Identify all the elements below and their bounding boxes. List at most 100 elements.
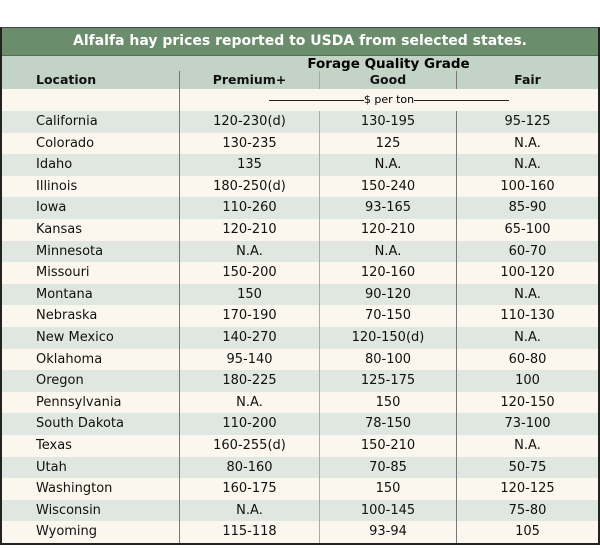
fair-cell: 50-75 bbox=[456, 456, 598, 479]
premium-cell: 180-250(d) bbox=[179, 175, 319, 198]
fair-cell: 120-150 bbox=[456, 391, 598, 414]
table-row: Nebraska 170-190 70-150 110-130 bbox=[2, 305, 598, 327]
location-cell: Nebraska bbox=[36, 308, 98, 324]
table-row: Oregon 180-225 125-175 100 bbox=[2, 370, 598, 392]
table-row: Missouri 150-200 120-160 100-120 bbox=[2, 262, 598, 284]
location-cell: Missouri bbox=[36, 265, 90, 281]
table-row: Wisconsin N.A. 100-145 75-80 bbox=[2, 499, 598, 522]
table-row: Texas 160-255(d) 150-210 N.A. bbox=[2, 434, 598, 457]
unit-rule-left bbox=[268, 99, 364, 101]
premium-cell: 120-230(d) bbox=[179, 111, 319, 133]
location-cell: Oregon bbox=[36, 373, 84, 389]
premium-cell: 120-210 bbox=[179, 218, 319, 241]
fair-cell: N.A. bbox=[456, 434, 598, 457]
fair-cell: 120-125 bbox=[456, 478, 598, 500]
location-cell: New Mexico bbox=[36, 329, 114, 345]
fair-cell: 105 bbox=[456, 521, 598, 543]
good-cell: 90-120 bbox=[319, 283, 456, 306]
good-cell: N.A. bbox=[319, 154, 456, 176]
table-row: Kansas 120-210 120-210 65-100 bbox=[2, 218, 598, 241]
location-cell: Idaho bbox=[36, 157, 73, 173]
fair-cell: 60-80 bbox=[456, 348, 598, 371]
good-cell: 93-165 bbox=[319, 197, 456, 219]
fair-cell: 65-100 bbox=[456, 218, 598, 241]
premium-header: Premium+ bbox=[179, 71, 319, 89]
premium-cell: 80-160 bbox=[179, 456, 319, 479]
premium-cell: 150 bbox=[179, 283, 319, 306]
location-cell: South Dakota bbox=[36, 416, 124, 432]
table-row: Colorado 130-235 125 N.A. bbox=[2, 132, 598, 155]
premium-cell: N.A. bbox=[179, 499, 319, 522]
table-row: South Dakota 110-200 78-150 73-100 bbox=[2, 413, 598, 435]
location-cell: Texas bbox=[36, 437, 72, 453]
premium-cell: 150-200 bbox=[179, 262, 319, 284]
good-cell: 120-210 bbox=[319, 218, 456, 241]
unit-row: $ per ton bbox=[2, 89, 598, 111]
location-cell: Wisconsin bbox=[36, 502, 101, 518]
fair-cell: N.A. bbox=[456, 154, 598, 176]
location-cell: Illinois bbox=[36, 178, 78, 194]
unit-label: $ per ton bbox=[363, 93, 415, 106]
table-row: New Mexico 140-270 120-150(d) N.A. bbox=[2, 326, 598, 349]
table-row: Oklahoma 95-140 80-100 60-80 bbox=[2, 348, 598, 371]
premium-cell: 170-190 bbox=[179, 305, 319, 327]
good-cell: 120-150(d) bbox=[319, 326, 456, 349]
good-cell: 120-160 bbox=[319, 262, 456, 284]
good-cell: 93-94 bbox=[319, 521, 456, 543]
good-cell: 150-210 bbox=[319, 434, 456, 457]
fair-cell: 75-80 bbox=[456, 499, 598, 522]
table-header: Forage Quality Grade Location Premium+ G… bbox=[2, 56, 598, 89]
location-cell: California bbox=[36, 114, 98, 129]
premium-cell: 110-260 bbox=[179, 197, 319, 219]
fair-cell: 100-160 bbox=[456, 175, 598, 198]
table-row: Minnesota N.A. N.A. 60-70 bbox=[2, 240, 598, 263]
premium-cell: 110-200 bbox=[179, 413, 319, 435]
table-row: Iowa 110-260 93-165 85-90 bbox=[2, 197, 598, 219]
premium-cell: 130-235 bbox=[179, 132, 319, 155]
good-cell: 70-85 bbox=[319, 456, 456, 479]
premium-cell: N.A. bbox=[179, 391, 319, 414]
location-cell: Minnesota bbox=[36, 243, 104, 259]
good-cell: 80-100 bbox=[319, 348, 456, 371]
premium-cell: 140-270 bbox=[179, 326, 319, 349]
fair-cell: 60-70 bbox=[456, 240, 598, 263]
fair-cell: 85-90 bbox=[456, 197, 598, 219]
premium-cell: 135 bbox=[179, 154, 319, 176]
fair-cell: N.A. bbox=[456, 132, 598, 155]
table-row: Wyoming 115-118 93-94 105 bbox=[2, 521, 598, 543]
table-body: California 120-230(d) 130-195 95-125 Colorad… bbox=[2, 111, 598, 543]
good-cell: 125-175 bbox=[319, 370, 456, 392]
premium-cell: N.A. bbox=[179, 240, 319, 263]
good-cell: 150-240 bbox=[319, 175, 456, 198]
location-cell: Kansas bbox=[36, 221, 83, 237]
location-header: Location bbox=[36, 72, 97, 87]
premium-cell: 180-225 bbox=[179, 370, 319, 392]
location-cell: Iowa bbox=[36, 200, 67, 216]
good-cell: 100-145 bbox=[319, 499, 456, 522]
fair-cell: 100-120 bbox=[456, 262, 598, 284]
table-row: Idaho 135 N.A. N.A. bbox=[2, 154, 598, 176]
table-row: Montana 150 90-120 N.A. bbox=[2, 283, 598, 306]
fair-cell: 100 bbox=[456, 370, 598, 392]
table-title: Alfalfa hay prices reported to USDA from… bbox=[2, 28, 598, 56]
location-cell: Washington bbox=[36, 481, 113, 497]
fair-cell: N.A. bbox=[456, 326, 598, 349]
table-row: Pennsylvania N.A. 150 120-150 bbox=[2, 391, 598, 414]
fair-cell: 95-125 bbox=[456, 111, 598, 133]
table-row: Illinois 180-250(d) 150-240 100-160 bbox=[2, 175, 598, 198]
location-cell: Oklahoma bbox=[36, 351, 103, 367]
location-cell: Colorado bbox=[36, 135, 95, 151]
good-cell: 78-150 bbox=[319, 413, 456, 435]
good-cell: 130-195 bbox=[319, 111, 456, 133]
location-cell: Wyoming bbox=[36, 524, 98, 540]
premium-cell: 160-175 bbox=[179, 478, 319, 500]
location-cell: Montana bbox=[36, 286, 93, 302]
good-cell: 150 bbox=[319, 478, 456, 500]
location-cell: Utah bbox=[36, 459, 67, 475]
premium-cell: 160-255(d) bbox=[179, 434, 319, 457]
good-cell: N.A. bbox=[319, 240, 456, 263]
fair-cell: N.A. bbox=[456, 283, 598, 306]
premium-cell: 115-118 bbox=[179, 521, 319, 543]
premium-cell: 95-140 bbox=[179, 348, 319, 371]
fair-cell: 73-100 bbox=[456, 413, 598, 435]
